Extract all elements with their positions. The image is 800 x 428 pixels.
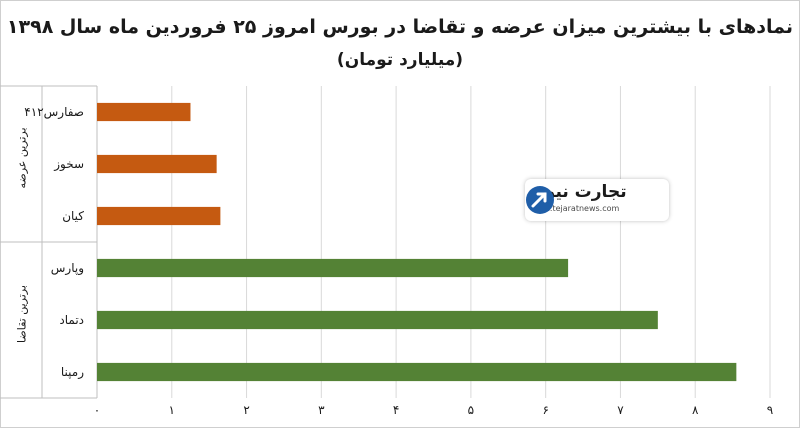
category-label: رمپنا [61, 365, 84, 380]
x-tick-label: ۰ [94, 403, 100, 417]
x-tick-label: ۸ [692, 403, 699, 417]
x-tick-label: ۷ [617, 403, 624, 417]
chart-subtitle: (میلیارد تومان) [336, 50, 464, 70]
bar-1 [97, 102, 191, 122]
watermark-brand: تجارت نیوز [535, 182, 627, 202]
x-tick-label: ۵ [468, 403, 474, 417]
bar-3 [97, 206, 221, 226]
x-tick-label: ۶ [542, 403, 548, 417]
chart-title: نمادهای با بیشترین میزان عرضه و تقاضا در… [6, 16, 794, 38]
x-tick-label: ۹ [767, 403, 773, 417]
category-label: دتماد [59, 313, 84, 327]
category-label: وپارس [51, 261, 84, 276]
category-label: کیان [62, 209, 84, 223]
logo-mark-icon [526, 186, 554, 214]
bar-5 [97, 310, 658, 330]
category-label: سخوز [53, 157, 84, 172]
watermark-logo: تجارت نیوز www.tejaratnews.com [525, 179, 669, 221]
x-tick-label: ۴ [393, 403, 399, 417]
bar-2 [97, 154, 217, 174]
x-tick-label: ۲ [243, 403, 249, 417]
bar-6 [97, 362, 737, 382]
watermark-url: www.tejaratnews.com [531, 204, 620, 213]
bar-4 [97, 258, 569, 278]
x-tick-label: ۳ [318, 403, 325, 417]
x-tick-label: ۱ [169, 403, 175, 417]
category-label: صفارس۴۱۲ [24, 105, 84, 120]
